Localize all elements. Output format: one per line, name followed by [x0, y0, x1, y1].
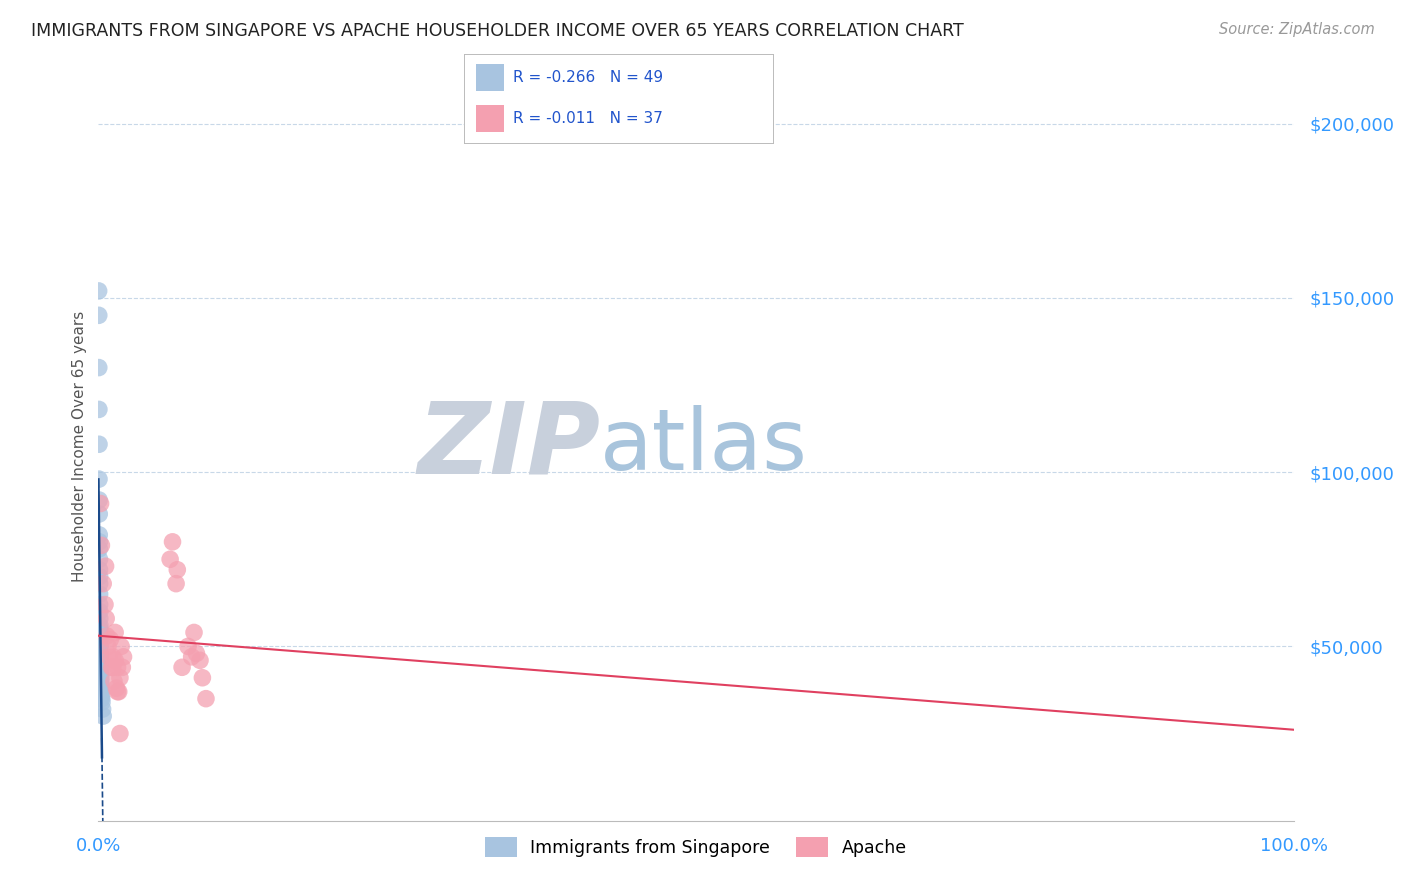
Point	[101, 660, 124, 674]
Point	[89, 632, 111, 647]
Point	[89, 660, 111, 674]
Point	[89, 640, 111, 654]
Point	[159, 552, 181, 566]
Point	[107, 684, 129, 698]
Point	[91, 695, 114, 709]
Point	[165, 576, 187, 591]
Bar	[477, 105, 505, 132]
Text: R = -0.266   N = 49: R = -0.266 N = 49	[513, 70, 664, 85]
Point	[191, 671, 214, 685]
Point	[90, 681, 112, 696]
Point	[89, 552, 111, 566]
Point	[87, 308, 110, 322]
Point	[90, 688, 112, 702]
Point	[91, 576, 114, 591]
Point	[91, 709, 114, 723]
Text: ZIP: ZIP	[418, 398, 600, 494]
Point	[89, 534, 111, 549]
Point	[180, 649, 202, 664]
Point	[90, 684, 112, 698]
Point	[188, 653, 211, 667]
Point	[89, 618, 111, 632]
Point	[89, 674, 111, 689]
Point	[172, 660, 194, 674]
Point	[87, 437, 110, 451]
Point	[89, 681, 111, 696]
Point	[94, 559, 117, 574]
Point	[177, 640, 200, 654]
Point	[186, 646, 208, 660]
Point	[162, 534, 184, 549]
Legend: Immigrants from Singapore, Apache: Immigrants from Singapore, Apache	[478, 830, 914, 864]
Point	[89, 667, 111, 681]
Point	[96, 629, 118, 643]
Point	[90, 691, 112, 706]
Bar	[477, 64, 505, 91]
Text: R = -0.011   N = 37: R = -0.011 N = 37	[513, 112, 664, 126]
Y-axis label: Householder Income Over 65 years: Householder Income Over 65 years	[72, 310, 87, 582]
Point	[104, 653, 127, 667]
Point	[166, 563, 188, 577]
Point	[89, 563, 111, 577]
Point	[107, 660, 129, 674]
Point	[108, 671, 131, 685]
Point	[89, 541, 111, 556]
Point	[90, 538, 112, 552]
Point	[90, 671, 112, 685]
Point	[89, 598, 111, 612]
Point	[89, 649, 111, 664]
Point	[112, 649, 135, 664]
Point	[195, 691, 218, 706]
Point	[89, 622, 111, 636]
Point	[104, 625, 127, 640]
Point	[90, 667, 112, 681]
Point	[89, 622, 111, 636]
Text: atlas: atlas	[600, 404, 808, 488]
Point	[96, 611, 118, 625]
Point	[89, 507, 111, 521]
Point	[89, 629, 111, 643]
Point	[89, 653, 111, 667]
Point	[87, 472, 110, 486]
Point	[105, 681, 128, 696]
Point	[89, 657, 111, 671]
Point	[87, 402, 110, 417]
Point	[90, 678, 112, 692]
Text: Source: ZipAtlas.com: Source: ZipAtlas.com	[1219, 22, 1375, 37]
Point	[87, 284, 110, 298]
Point	[89, 611, 111, 625]
Point	[90, 691, 112, 706]
Point	[107, 684, 129, 698]
Point	[89, 646, 111, 660]
Point	[89, 528, 111, 542]
Point	[90, 664, 112, 678]
Point	[97, 640, 120, 654]
Point	[110, 640, 132, 654]
Point	[103, 674, 125, 689]
Point	[89, 493, 111, 508]
Point	[89, 640, 111, 654]
Point	[89, 605, 111, 619]
Point	[111, 660, 134, 674]
Point	[98, 632, 122, 647]
Point	[89, 570, 111, 584]
Point	[108, 726, 131, 740]
Point	[89, 657, 111, 671]
Point	[90, 674, 112, 689]
Point	[89, 587, 111, 601]
Point	[87, 360, 110, 375]
Point	[98, 649, 121, 664]
Point	[101, 649, 124, 664]
Point	[89, 646, 111, 660]
Point	[94, 598, 117, 612]
Point	[89, 576, 111, 591]
Point	[90, 496, 112, 510]
Point	[91, 702, 114, 716]
Point	[183, 625, 205, 640]
Text: IMMIGRANTS FROM SINGAPORE VS APACHE HOUSEHOLDER INCOME OVER 65 YEARS CORRELATION: IMMIGRANTS FROM SINGAPORE VS APACHE HOUS…	[31, 22, 963, 40]
Point	[100, 660, 122, 674]
